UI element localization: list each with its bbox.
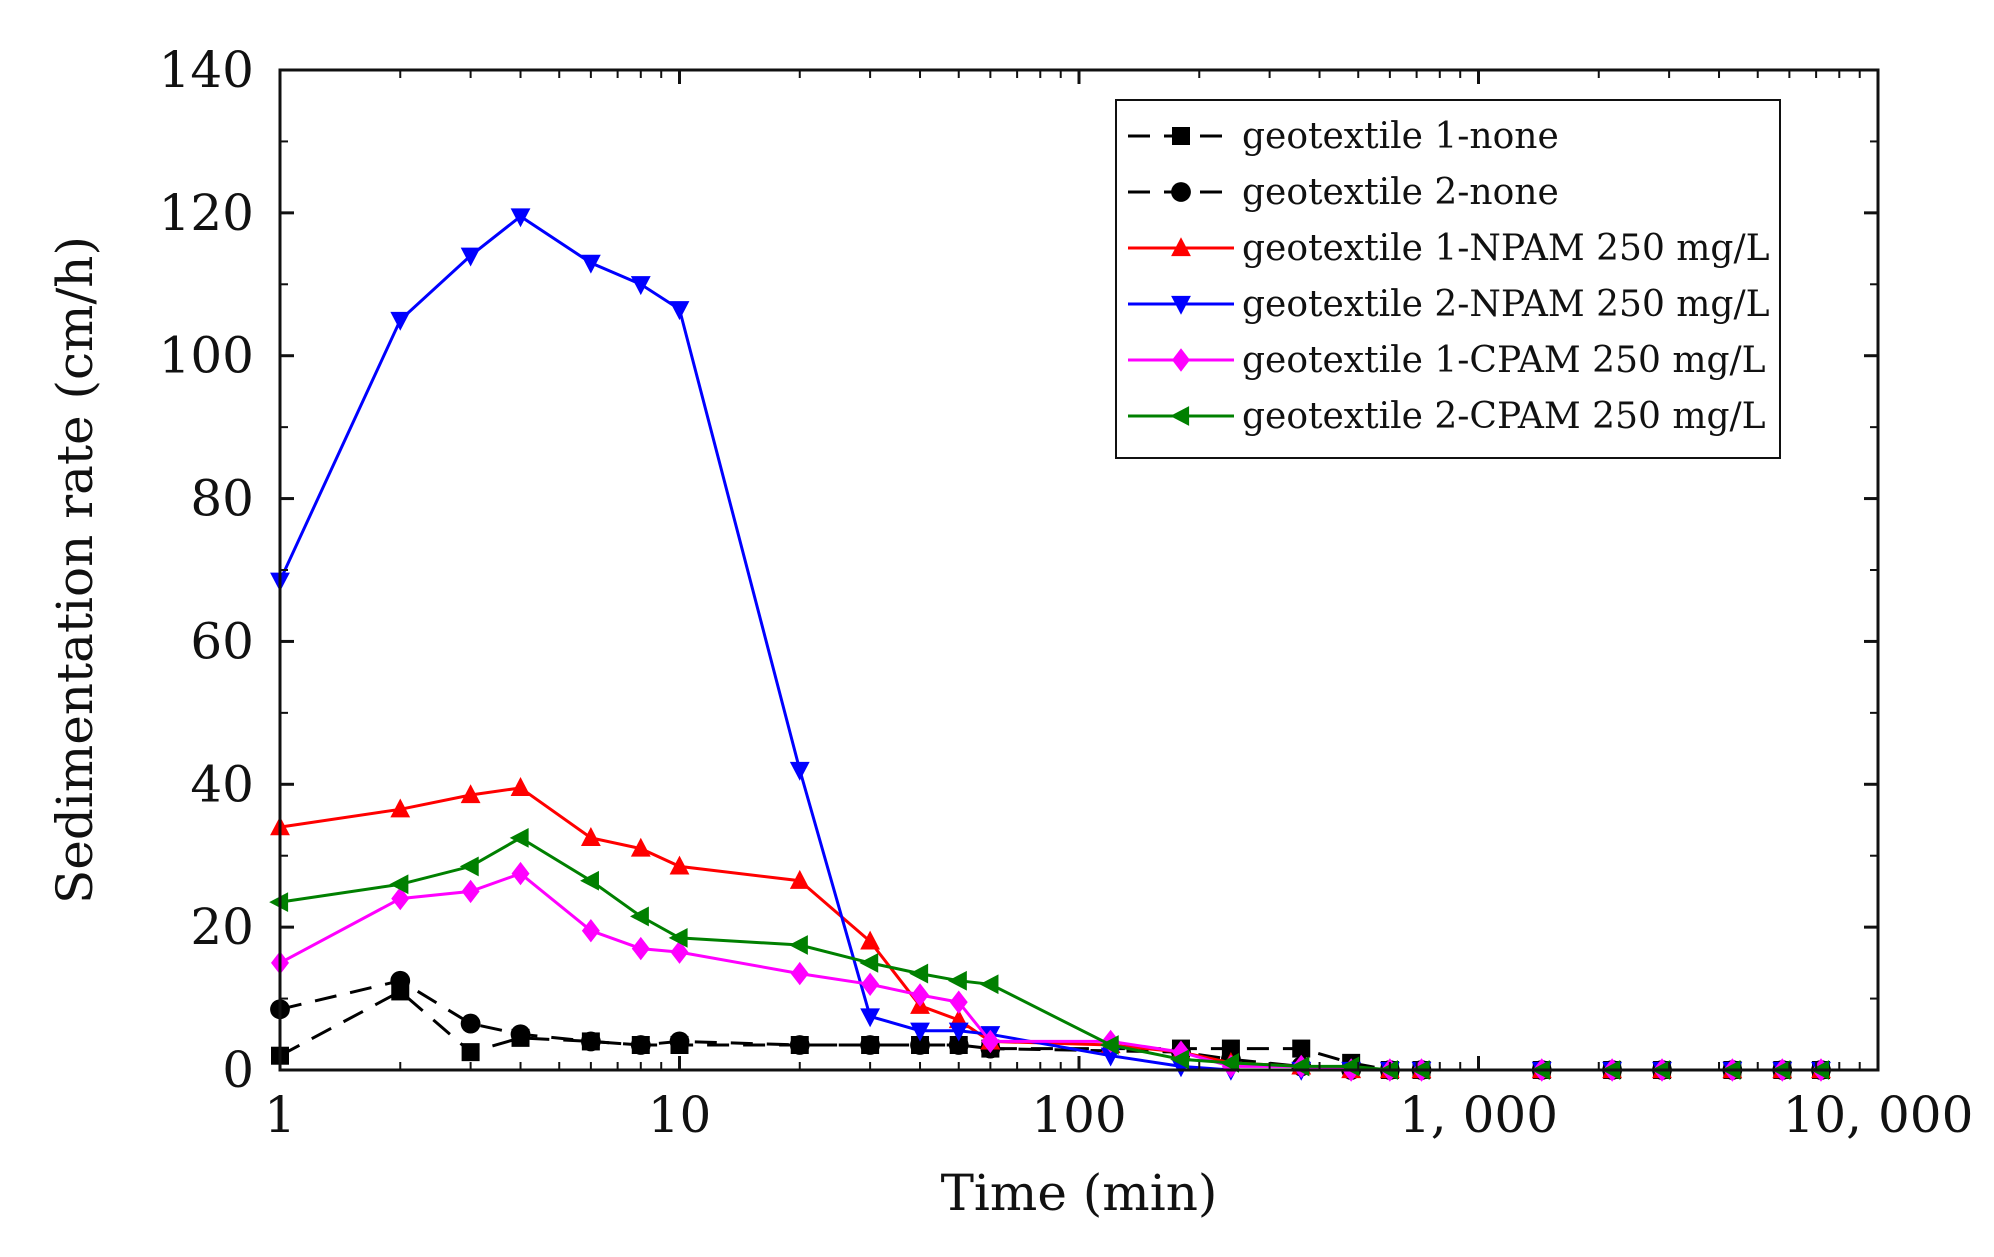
data-point: [460, 1013, 481, 1034]
data-point: [910, 1035, 930, 1055]
data-point: [789, 761, 810, 781]
data-point: [789, 1035, 810, 1055]
data-point: [389, 874, 409, 895]
data-point: [860, 930, 881, 950]
y-tick-label: 20: [190, 898, 254, 956]
data-point: [949, 990, 968, 1014]
data-point: [391, 886, 410, 911]
data-point: [948, 1035, 969, 1055]
y-tick-label: 120: [159, 184, 254, 242]
data-point: [668, 927, 688, 948]
data-point: [1099, 1035, 1119, 1055]
data-point: [460, 247, 481, 267]
data-point: [981, 1029, 1000, 1054]
data-point: [461, 1043, 480, 1062]
data-point: [947, 970, 967, 991]
legend-label: geotextile 1-CPAM 250 mg/L: [1242, 340, 1766, 381]
y-tick-label: 40: [190, 755, 254, 813]
data-point: [790, 961, 809, 986]
data-point: [511, 861, 530, 886]
y-tick-label: 100: [159, 327, 254, 385]
data-point: [630, 837, 651, 857]
data-point: [948, 1022, 969, 1042]
legend-marker: [1171, 237, 1191, 257]
data-point: [460, 784, 481, 804]
legend-item: geotextile 1-CPAM 250 mg/L: [1128, 340, 1766, 381]
data-point: [788, 935, 808, 955]
data-point: [1171, 1040, 1190, 1064]
y-tick-labels: 0 20 40 60 80 100 120 140: [159, 41, 254, 1099]
data-point: [669, 855, 690, 875]
x-axis-title: Time (min): [941, 1164, 1218, 1222]
data-point: [390, 798, 411, 818]
data-point: [860, 1008, 881, 1028]
data-point: [1170, 1049, 1190, 1070]
data-point: [910, 1022, 930, 1042]
data-point: [860, 1035, 881, 1055]
legend-marker: [1170, 406, 1190, 426]
data-point: [789, 869, 810, 889]
data-point: [979, 974, 999, 995]
axis-ticks: [278, 68, 1880, 1072]
data-point: [630, 276, 651, 296]
data-point: [670, 940, 689, 964]
legend-label: geotextile 1-NPAM 250 mg/L: [1242, 228, 1770, 269]
data-point: [911, 983, 930, 1007]
y-tick-label: 0: [222, 1041, 254, 1099]
data-point: [581, 919, 600, 943]
y-tick-label: 140: [159, 41, 254, 99]
legend-label: geotextile 2-NPAM 250 mg/L: [1242, 284, 1770, 325]
data-point: [669, 1031, 690, 1052]
legend: geotextile 1-none geotextile 2-none geotex…: [1115, 99, 1781, 459]
legend-item: geotextile 1-none: [1128, 116, 1559, 157]
data-point: [1220, 1052, 1239, 1073]
legend-item: geotextile 2-none: [1128, 172, 1559, 213]
data-point: [461, 879, 480, 904]
x-tick-label: 1, 000: [1399, 1086, 1558, 1144]
x-tick-label: 10: [648, 1086, 712, 1144]
data-point: [580, 254, 601, 274]
legend-label: geotextile 2-CPAM 250 mg/L: [1242, 396, 1766, 437]
data-point: [909, 963, 929, 984]
data-point: [630, 1035, 651, 1055]
legend-marker: [1171, 295, 1191, 315]
data-point: [580, 1031, 601, 1052]
data-point: [510, 1024, 531, 1045]
legend-item: geotextile 1-NPAM 250 mg/L: [1128, 228, 1770, 269]
x-tick-label: 10, 000: [1783, 1086, 1974, 1144]
data-point: [510, 777, 531, 796]
data-point: [859, 952, 879, 973]
legend-box: [1115, 99, 1781, 459]
data-point: [629, 906, 649, 927]
data-point: [580, 827, 601, 846]
data-point: [580, 870, 599, 891]
y-tick-label: 60: [190, 612, 254, 670]
legend-label: geotextile 1-none: [1242, 116, 1559, 157]
legend-item: geotextile 2-CPAM 250 mg/L: [1128, 396, 1766, 437]
data-point: [390, 311, 411, 331]
legend-marker: [1172, 127, 1190, 145]
x-tick-labels: 1 10 100 1, 000 10, 000: [264, 1086, 1973, 1144]
data-point: [631, 936, 650, 961]
data-point: [390, 970, 411, 991]
data-point: [861, 972, 880, 996]
x-tick-label: 100: [1031, 1086, 1126, 1144]
legend-label: geotextile 2-none: [1242, 172, 1559, 213]
legend-marker: [1172, 348, 1190, 372]
y-tick-label: 80: [190, 470, 254, 528]
x-tick-label: 1: [264, 1086, 296, 1144]
legend-item: geotextile 2-NPAM 250 mg/L: [1128, 284, 1770, 325]
data-point: [459, 856, 479, 877]
y-axis-title: Sedimentation rate (cm/h): [46, 236, 104, 904]
data-point: [509, 827, 529, 848]
data-point: [1292, 1039, 1311, 1058]
data-point: [669, 301, 690, 321]
legend-marker: [1171, 182, 1191, 202]
data-point: [510, 208, 531, 228]
